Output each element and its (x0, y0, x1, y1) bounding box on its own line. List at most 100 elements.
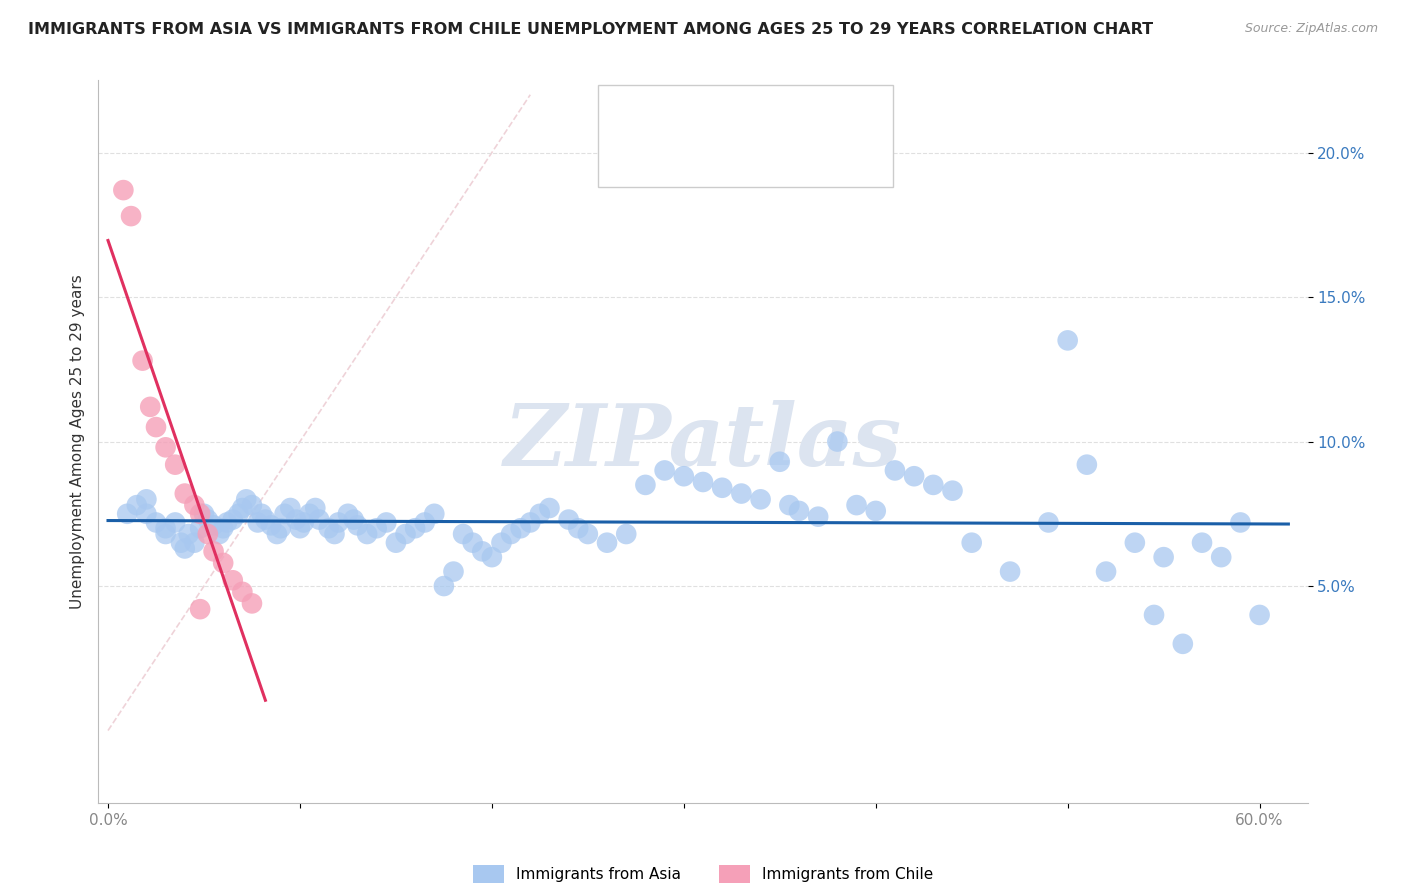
Point (288, 521, 311, 535)
Text: 0.265: 0.265 (697, 149, 741, 163)
Point (557, 512, 579, 526)
Point (155, 527, 177, 541)
Point (183, 498, 205, 512)
Point (922, 478, 945, 492)
Point (155, 440, 177, 454)
Y-axis label: Unemployment Among Ages 25 to 29 years: Unemployment Among Ages 25 to 29 years (69, 274, 84, 609)
Point (135, 507, 157, 521)
Point (787, 504, 810, 518)
Text: ZIPatlas: ZIPatlas (503, 400, 903, 483)
Point (576, 527, 599, 541)
Point (222, 574, 245, 588)
Text: 101: 101 (799, 116, 828, 130)
Point (212, 556, 235, 570)
Point (998, 565, 1021, 579)
Point (865, 504, 887, 518)
Point (481, 550, 503, 565)
Point (1143, 607, 1166, 622)
Point (1038, 516, 1060, 530)
Text: R =: R = (651, 116, 685, 130)
Point (188, 602, 211, 616)
Point (212, 521, 235, 535)
Point (634, 478, 657, 492)
Point (769, 455, 792, 469)
Point (188, 507, 211, 521)
Point (827, 434, 849, 449)
Point (343, 512, 366, 526)
Point (273, 507, 295, 521)
Point (165, 458, 187, 472)
Point (112, 183, 135, 197)
Point (215, 516, 238, 530)
Point (323, 527, 346, 541)
Point (197, 512, 219, 526)
Point (807, 509, 830, 524)
Point (1153, 550, 1175, 565)
Point (529, 507, 551, 521)
Point (366, 521, 388, 535)
Point (115, 507, 138, 521)
Point (538, 501, 561, 516)
Point (1249, 607, 1271, 622)
Point (170, 535, 193, 549)
Point (509, 521, 531, 535)
Point (423, 507, 446, 521)
Point (654, 463, 676, 477)
Point (240, 498, 263, 512)
Point (499, 527, 522, 541)
Point (749, 492, 772, 507)
Point (155, 521, 177, 535)
Point (145, 420, 167, 434)
Point (145, 516, 167, 530)
Point (231, 584, 253, 599)
Point (1229, 516, 1251, 530)
Point (730, 486, 752, 500)
Point (135, 492, 157, 507)
Point (139, 400, 162, 414)
Point (266, 527, 288, 541)
Text: 0.030: 0.030 (697, 116, 741, 130)
Point (519, 516, 541, 530)
Point (672, 469, 695, 483)
Point (131, 353, 153, 368)
Point (202, 544, 225, 558)
Point (125, 498, 148, 512)
Point (246, 516, 269, 530)
Point (270, 521, 292, 535)
Text: Source: ZipAtlas.com: Source: ZipAtlas.com (1244, 22, 1378, 36)
Point (1171, 637, 1194, 651)
Point (596, 535, 619, 549)
Point (692, 475, 714, 489)
Point (941, 483, 963, 498)
Point (451, 527, 474, 541)
Text: R =: R = (651, 149, 685, 163)
Point (250, 507, 273, 521)
Point (1123, 535, 1146, 549)
Point (336, 507, 359, 521)
Point (298, 507, 321, 521)
Point (903, 469, 925, 483)
Point (260, 518, 283, 533)
Point (240, 596, 263, 610)
Point (394, 527, 416, 541)
Point (197, 527, 219, 541)
Point (318, 521, 340, 535)
Point (491, 535, 513, 549)
Point (177, 527, 200, 541)
Point (567, 521, 589, 535)
Point (231, 501, 253, 516)
Point (1211, 550, 1233, 565)
Point (292, 516, 315, 530)
Point (356, 527, 378, 541)
Point (614, 527, 637, 541)
Point (346, 518, 368, 533)
Point (188, 521, 211, 535)
Point (845, 498, 868, 512)
Point (471, 544, 494, 558)
Point (208, 527, 231, 541)
Point (404, 521, 426, 535)
Point (1191, 535, 1213, 549)
Point (304, 501, 326, 516)
Point (328, 516, 350, 530)
Point (1076, 458, 1098, 472)
